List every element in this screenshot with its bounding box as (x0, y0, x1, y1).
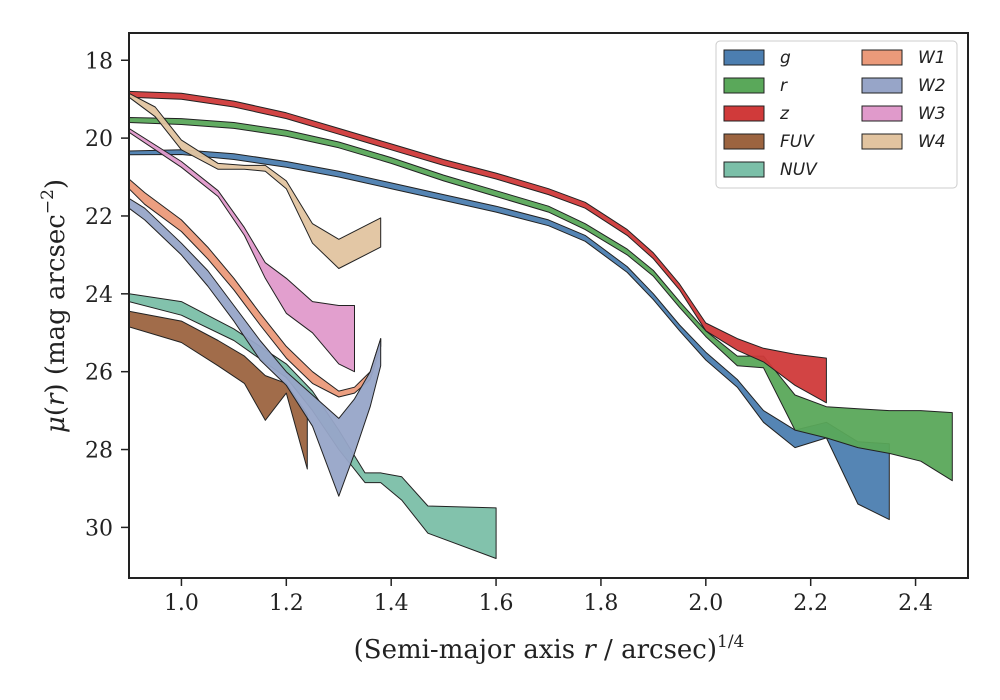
legend-label-w2: W2 (918, 76, 946, 96)
x-tick-label: 2.2 (793, 591, 828, 616)
legend-swatch-w2 (861, 77, 903, 94)
legend-swatch-z (723, 105, 765, 122)
area-w4 (129, 92, 382, 269)
legend: grz FUV NUV W1 W2 W3 W4 (715, 40, 958, 189)
area-r (129, 117, 953, 482)
y-tick-label: 30 (85, 516, 113, 541)
legend-swatch-w3 (861, 105, 903, 122)
legend-label-w3: W3 (918, 104, 946, 124)
x-axis-ticks: 1.0 1.2 1.4 1.6 1.8 2.0 2.2 2.4 (164, 578, 933, 616)
y-tick-label: 22 (85, 205, 113, 230)
legend-label-w1: W1 (918, 48, 946, 68)
area-w3 (129, 127, 355, 373)
x-tick-label: 1.8 (583, 591, 618, 616)
x-tick-label: 1.4 (374, 591, 409, 616)
y-axis-ticks: 18 20 22 24 26 28 30 (85, 49, 129, 541)
legend-swatch-fuv (723, 133, 765, 150)
legend-label-g: g (780, 48, 791, 68)
legend-swatch-g (723, 49, 765, 66)
legend-swatch-w1 (861, 49, 903, 66)
area-fuv (129, 310, 308, 470)
y-tick-label: 26 (85, 361, 113, 386)
area-z (129, 90, 827, 404)
x-tick-label: 2.0 (688, 591, 723, 616)
legend-label-z: z (779, 104, 790, 124)
legend-label-w4: W4 (918, 132, 946, 152)
legend-swatch-r (723, 77, 765, 94)
y-tick-label: 24 (85, 283, 113, 308)
x-tick-label: 1.2 (269, 591, 304, 616)
legend-label-r: r (780, 76, 788, 96)
x-tick-label: 1.6 (479, 591, 514, 616)
legend-swatch-w4 (861, 133, 903, 150)
x-tick-label: 2.4 (898, 591, 933, 616)
legend-label-nuv: NUV (780, 160, 818, 180)
legend-swatch-nuv (723, 161, 765, 178)
plot-frame (128, 32, 969, 579)
y-tick-label: 20 (85, 127, 113, 152)
y-tick-label: 28 (85, 439, 113, 464)
x-tick-label: 1.0 (164, 591, 199, 616)
y-tick-label: 18 (85, 49, 113, 74)
legend-label-fuv: FUV (780, 132, 815, 152)
series-areas (129, 90, 953, 559)
x-axis-label: (Semi-major axis r / arcsec)1/4 (354, 632, 745, 665)
area-g (129, 149, 890, 521)
area-w2 (129, 197, 382, 497)
y-axis-label: μ(r) (mag arcsec−2) (38, 179, 71, 433)
